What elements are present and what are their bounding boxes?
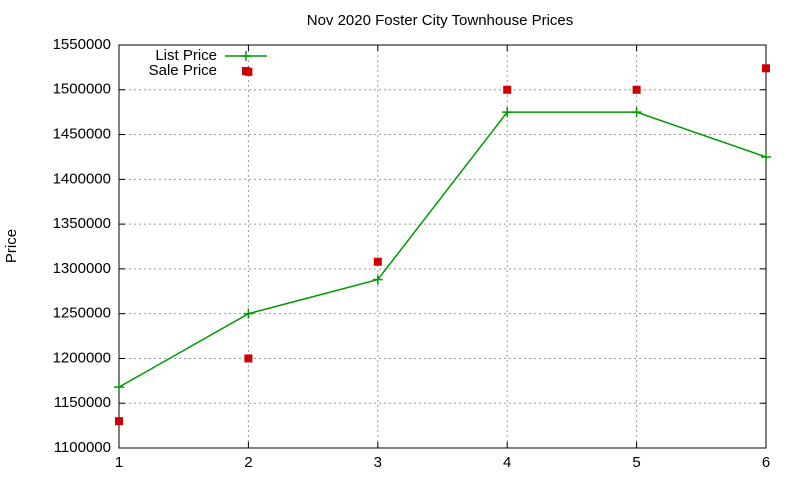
y-tick-label: 1150000 <box>54 394 111 411</box>
data-point <box>762 64 770 73</box>
y-tick-label: 1250000 <box>53 305 111 322</box>
y-tick-label: 1100000 <box>54 439 111 456</box>
data-point <box>502 107 513 118</box>
data-point <box>761 151 771 162</box>
data-point <box>244 67 253 76</box>
data-point <box>243 308 254 319</box>
y-tick-label: 1300000 <box>53 260 111 277</box>
data-point <box>244 354 253 363</box>
legend-label: Sale Price <box>149 62 217 79</box>
y-tick-label: 1400000 <box>53 170 111 187</box>
x-tick-label: 2 <box>244 454 252 471</box>
x-tick-label: 6 <box>762 454 770 471</box>
data-point <box>114 382 124 393</box>
x-tick-label: 5 <box>632 454 640 471</box>
y-tick-label: 1200000 <box>53 349 111 366</box>
data-point <box>373 257 382 266</box>
data-point <box>115 417 123 426</box>
data-point <box>372 274 383 285</box>
legend-label: List Price <box>155 47 217 64</box>
data-point <box>503 85 512 94</box>
x-tick-label: 3 <box>374 454 382 471</box>
x-tick-label: 1 <box>115 454 123 471</box>
legend-marker <box>241 51 251 61</box>
y-tick-label: 1500000 <box>53 81 111 98</box>
y-tick-label: 1350000 <box>53 215 111 232</box>
plot-frame <box>118 44 767 449</box>
y-tick-label: 1550000 <box>53 36 111 53</box>
y-axis-label: Price <box>3 229 20 263</box>
series-line <box>118 111 767 388</box>
chart-title: Nov 2020 Foster City Townhouse Prices <box>307 12 574 29</box>
data-point <box>632 85 641 94</box>
y-tick-label: 1450000 <box>53 126 111 143</box>
x-tick-label: 4 <box>503 454 511 471</box>
data-point <box>631 107 642 118</box>
